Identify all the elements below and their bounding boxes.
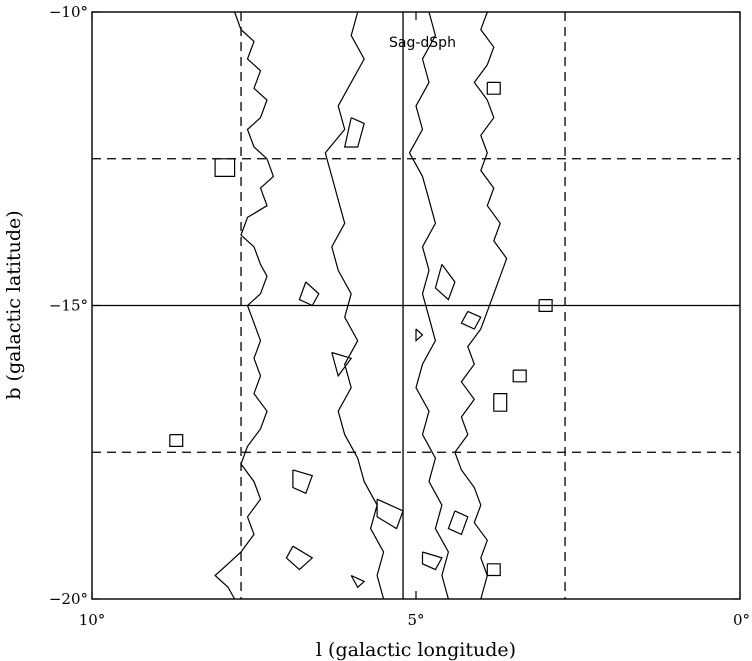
contour-square-1 — [214, 158, 236, 177]
contour-inner-east — [324, 11, 385, 600]
contour-blob-11 — [350, 574, 366, 589]
contour-blob-8 — [447, 510, 469, 536]
annotations: Sag-dSph — [389, 35, 456, 51]
contour-blob-9 — [421, 551, 443, 571]
contour-square-3 — [538, 299, 553, 312]
annotation-0: Sag-dSph — [389, 35, 456, 51]
contour-square-7 — [486, 563, 501, 577]
y-tick-label-0: −10° — [49, 3, 88, 21]
contour-blob-10 — [285, 545, 314, 571]
contour-blob-6 — [292, 469, 314, 495]
x-axis-title: l (galactic longitude) — [316, 639, 516, 661]
y-tick-label-1: −15° — [49, 297, 88, 315]
y-tick-label-2: −20° — [49, 590, 88, 608]
x-tick-label-2: 0° — [733, 611, 750, 629]
contour-blob-2 — [298, 281, 320, 307]
contour-blob-5 — [460, 310, 482, 330]
contour-blob-7 — [376, 498, 404, 530]
contour-outer-west — [454, 11, 508, 600]
contour-square-6 — [169, 434, 184, 447]
axis-ticks: 10° 5° 0° −10° −15° −20° — [49, 3, 750, 629]
x-tick-label-1: 5° — [407, 611, 424, 629]
x-tick-label-0: 10° — [79, 611, 106, 629]
density-contours — [169, 11, 553, 600]
contour-square-4 — [512, 369, 527, 383]
contour-outer-east — [214, 11, 275, 600]
contour-inner-west — [408, 11, 450, 600]
contour-blob-3 — [331, 351, 353, 378]
contour-blob-1 — [343, 117, 365, 148]
contour-blob-4 — [434, 264, 456, 301]
y-axis-title: b (galactic latitude) — [3, 210, 25, 399]
contour-square-2 — [486, 81, 501, 95]
contour-blob-12 — [415, 328, 424, 343]
grid-lines — [92, 12, 740, 599]
contour-square-5 — [493, 393, 508, 412]
